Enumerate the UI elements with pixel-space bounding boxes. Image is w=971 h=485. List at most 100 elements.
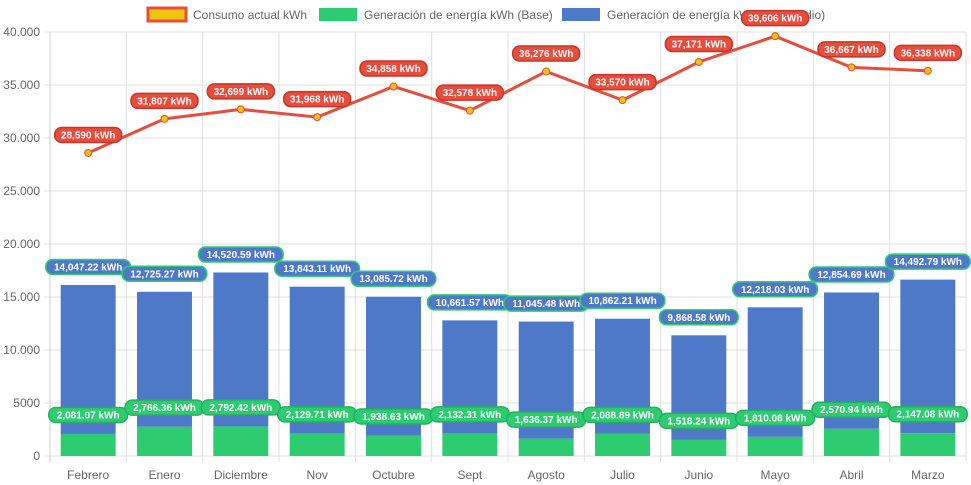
data-label-base: 2,132.31 kWh <box>429 406 510 423</box>
x-tick-label: Mayo <box>760 468 790 482</box>
data-label-consumo-text: 34,858 kWh <box>366 64 420 75</box>
data-label-intermedio-text: 12,725.27 kWh <box>130 269 198 280</box>
data-label-consumo-text: 31,807 kWh <box>137 96 191 107</box>
data-label-base-text: 1,636.37 kWh <box>515 415 578 426</box>
x-axis: Febrero Enero Diciembre Nov Octubre Sept Agost… <box>67 468 945 482</box>
data-label-consumo-bg <box>893 44 963 62</box>
data-labels: 14,047.22 kWh 12,725.27 kWh 14,520.59 kWh 1… <box>45 9 971 430</box>
data-label-intermedio: 10,862.21 kWh <box>579 292 666 309</box>
y-tick-label: 10.000 <box>3 343 40 357</box>
data-label-intermedio: 12,854.69 kWh <box>808 266 895 283</box>
data-label-base-text: 1,938.63 kWh <box>362 412 425 423</box>
y-tick-label: 40.000 <box>3 25 40 39</box>
data-label-consumo-text: 39,606 kWh <box>748 14 802 25</box>
data-label-consumo: 28,590 kWh <box>53 126 123 144</box>
data-label-consumo-bg <box>588 73 657 91</box>
line-series <box>87 34 928 155</box>
data-label-intermedio-text: 14,492.79 kWh <box>894 257 962 268</box>
bar-base <box>442 433 498 456</box>
bar-base <box>137 426 192 456</box>
data-label-consumo: 36,338 kWh <box>893 44 963 62</box>
y-axis: 0 5000 10.000 15.000 20.000 25.000 30.000 35.00… <box>3 25 40 463</box>
data-label-base-text: 1,518.24 kWh <box>667 416 730 427</box>
x-tick-label: Junio <box>684 468 713 482</box>
bar-base <box>671 439 727 456</box>
y-tick-label: 20.000 <box>3 237 40 251</box>
line-point <box>618 96 627 105</box>
consumption-line <box>84 32 932 157</box>
data-label-intermedio-text: 9,868.58 kWh <box>667 313 730 324</box>
data-label-consumo-bg <box>511 45 581 62</box>
data-label-intermedio: 11,045.48 kWh <box>503 295 590 312</box>
data-label-intermedio: 9,868.58 kWh <box>658 309 739 326</box>
data-label-base: 2,147.08 kWh <box>887 405 968 423</box>
data-label-base: 1,636.37 kWh <box>506 411 587 428</box>
data-label-intermedio: 12,218.03 kWh <box>732 281 819 298</box>
x-tick-label: Febrero <box>67 468 109 482</box>
data-label-base: 2,766.36 kWh <box>124 399 205 416</box>
x-tick-label: Enero <box>148 468 180 482</box>
data-label-intermedio-bg <box>884 253 971 270</box>
data-label-intermedio-bg <box>732 281 819 298</box>
data-label-intermedio-text: 12,218.03 kWh <box>741 285 809 296</box>
data-label-consumo-bg <box>206 83 276 100</box>
data-label-base: 1,810.08 kWh <box>735 409 816 427</box>
data-label-intermedio-bg <box>350 270 437 287</box>
x-tick-label: Agosto <box>527 468 565 482</box>
bar-base <box>824 428 879 456</box>
x-tick-label: Diciembre <box>214 468 268 482</box>
line-point <box>160 114 169 123</box>
data-label-intermedio-bg <box>658 309 739 326</box>
line-point <box>465 106 474 115</box>
data-label-intermedio: 14,520.59 kWh <box>197 246 284 263</box>
gridlines <box>44 31 967 462</box>
data-label-base: 1,938.63 kWh <box>353 408 434 425</box>
data-label-intermedio-bg <box>808 266 895 283</box>
data-label-base: 2,792.42 kWh <box>200 399 281 416</box>
data-label-consumo-text: 32,699 kWh <box>214 87 268 98</box>
data-label-intermedio-bg <box>121 265 208 283</box>
data-label-intermedio-text: 12,854.69 kWh <box>817 270 885 281</box>
data-label-base: 1,518.24 kWh <box>658 412 739 430</box>
data-label-intermedio-bg <box>274 260 361 277</box>
data-label-consumo-bg <box>359 60 428 77</box>
data-label-consumo-text: 32,578 kWh <box>443 88 497 99</box>
data-label-base-text: 2,147.08 kWh <box>896 410 959 421</box>
data-label-consumo-bg <box>53 126 123 144</box>
y-tick-label: 15.000 <box>3 290 40 304</box>
line-point <box>847 63 856 72</box>
x-tick-label: Julio <box>610 468 635 482</box>
data-label-consumo-bg <box>817 41 886 58</box>
data-label-base: 2,129.71 kWh <box>277 406 358 423</box>
legend: Consumo actual kWh Generación de energía … <box>146 6 825 23</box>
bar-base <box>900 433 956 456</box>
line-point <box>771 32 780 41</box>
x-tick-label: Octubre <box>372 468 415 482</box>
line-point <box>389 82 398 91</box>
data-label-base-bg <box>200 399 281 416</box>
x-tick-label: Marzo <box>911 468 945 482</box>
data-label-base-text: 2,792.42 kWh <box>209 403 272 414</box>
data-label-consumo-text: 28,590 kWh <box>61 130 115 141</box>
data-label-base-text: 1,810.08 kWh <box>744 413 807 424</box>
data-label-consumo: 39,606 kWh <box>740 9 810 27</box>
y-tick-label: 25.000 <box>3 184 40 198</box>
data-label-intermedio-text: 13,843.11 kWh <box>283 264 351 275</box>
data-label-consumo-text: 31,968 kWh <box>290 95 344 106</box>
data-label-base-text: 2,129.71 kWh <box>286 410 349 421</box>
line-point <box>313 113 322 122</box>
line-point <box>694 57 703 66</box>
data-label-base: 2,570.94 kWh <box>811 401 892 418</box>
data-label-consumo: 31,968 kWh <box>282 90 352 108</box>
data-label-consumo: 37,171 kWh <box>664 35 734 53</box>
data-label-consumo-bg <box>130 92 199 110</box>
data-label-base-text: 2,570.94 kWh <box>820 405 883 416</box>
data-label-consumo-text: 36,667 kWh <box>824 45 878 56</box>
data-label-intermedio-text: 10,862.21 kWh <box>588 296 656 307</box>
bar-base <box>747 436 803 456</box>
legend-item: Consumo actual kWh <box>146 6 307 23</box>
bar-base <box>289 433 345 456</box>
data-label-base-bg <box>48 406 129 424</box>
bar-base <box>518 438 574 456</box>
line-point <box>542 67 551 76</box>
